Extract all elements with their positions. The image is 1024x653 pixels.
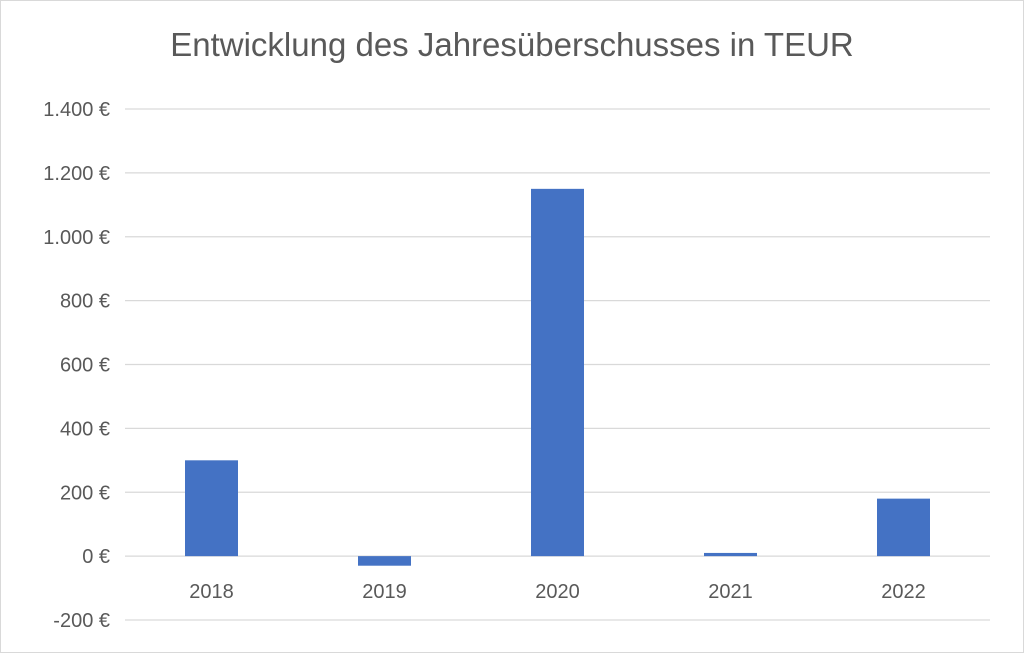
- y-tick-label: -200 €: [53, 610, 110, 632]
- y-tick-label: 1.200 €: [43, 163, 110, 185]
- y-tick-label: 800 €: [60, 291, 110, 313]
- y-tick-label: 400 €: [60, 418, 110, 440]
- x-tick-label: 2022: [881, 581, 926, 603]
- x-tick-label: 2021: [708, 581, 753, 603]
- bar-2020: [531, 188, 584, 557]
- y-tick-label: 1.400 €: [43, 99, 110, 121]
- y-tick-label: 0 €: [82, 546, 110, 568]
- y-tick-label: 200 €: [60, 482, 110, 504]
- bar-2019: [358, 556, 411, 566]
- bar-2021: [704, 552, 757, 557]
- chart-title: Entwicklung des Jahresüberschusses in TE…: [170, 26, 854, 63]
- x-tick-label: 2019: [362, 581, 407, 603]
- y-tick-label: 600 €: [60, 355, 110, 377]
- y-tick-label: 1.000 €: [43, 227, 110, 249]
- x-tick-label: 2018: [189, 581, 234, 603]
- x-tick-label: 2020: [535, 581, 580, 603]
- bar-2022: [877, 498, 930, 557]
- bar-2018: [185, 460, 238, 557]
